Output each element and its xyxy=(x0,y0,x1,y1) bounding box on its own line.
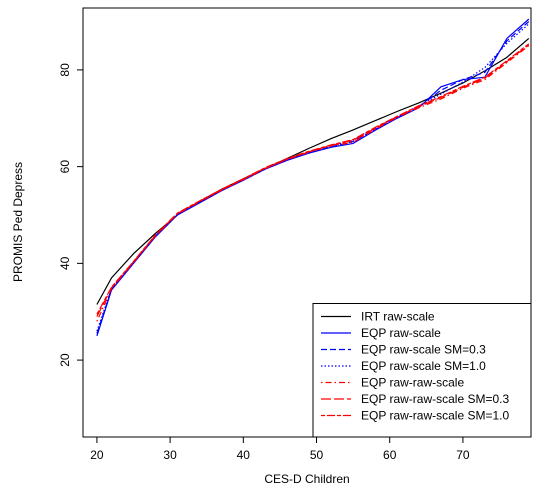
y-tick-label: 60 xyxy=(58,160,72,174)
series-line xyxy=(96,18,530,337)
x-tick-label: 30 xyxy=(163,448,177,462)
legend-label: EQP raw-scale xyxy=(361,326,441,340)
series-line xyxy=(96,23,530,332)
y-axis-label: PROMIS Ped Depress xyxy=(11,162,25,282)
legend-label: EQP raw-scale SM=1.0 xyxy=(361,359,486,373)
x-tick-label: 50 xyxy=(310,448,324,462)
legend-label: EQP raw-raw-scale SM=1.0 xyxy=(361,409,509,423)
x-tick-label: 40 xyxy=(237,448,251,462)
legend-label: EQP raw-raw-scale xyxy=(361,376,464,390)
x-tick-label: 60 xyxy=(383,448,397,462)
legend-box xyxy=(312,303,532,438)
legend-label: EQP raw-raw-scale SM=0.3 xyxy=(361,392,509,406)
x-tick-label: 20 xyxy=(90,448,104,462)
y-tick-label: 40 xyxy=(58,256,72,270)
series-line xyxy=(96,21,530,334)
series-line xyxy=(96,43,530,315)
series-line xyxy=(96,38,530,305)
legend-label: IRT raw-scale xyxy=(361,310,435,324)
plot-box xyxy=(82,7,532,438)
y-tick-label: 80 xyxy=(58,63,72,77)
y-tick-label: 20 xyxy=(58,353,72,367)
x-tick-label: 70 xyxy=(456,448,470,462)
legend-label: EQP raw-scale SM=0.3 xyxy=(361,343,486,357)
x-axis-label: CES-D Children xyxy=(264,472,349,486)
